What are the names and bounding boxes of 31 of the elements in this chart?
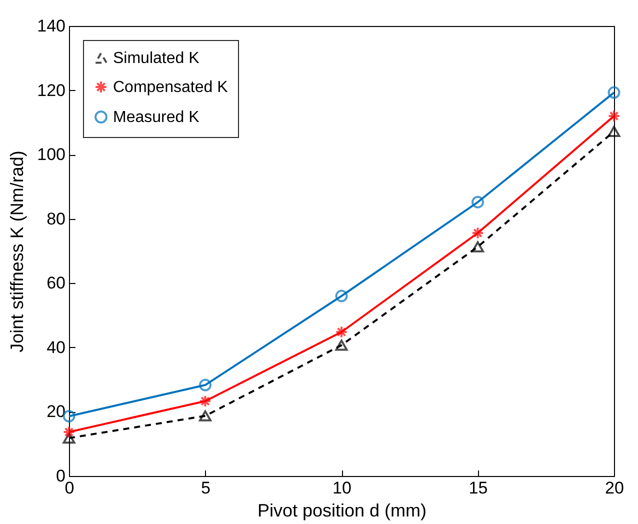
x-tick-label: 20 [605,478,624,498]
legend-label: Measured K [113,109,200,126]
y-tick-label: 80 [46,209,66,228]
y-tick-label: 40 [46,338,66,357]
point [472,226,484,240]
point [335,290,348,302]
point [608,86,620,99]
point [199,394,212,408]
legend-label: Compensated K [113,79,228,96]
point [199,378,212,392]
y-tick-label: 60 [46,274,66,293]
y-tick-label: 0 [56,466,66,486]
point [62,432,76,444]
x-axis-title: Pivot position d (mm) [257,500,427,520]
point [199,410,212,422]
x-tick-label: 10 [332,478,352,498]
point [472,241,484,252]
y-tick-label: 20 [46,402,66,422]
x-tick-label: 5 [201,478,210,498]
point [335,326,348,338]
legend-label: Simulated K [113,50,200,67]
point [472,196,484,208]
point [62,426,76,438]
y-tick-label: 140 [37,16,66,36]
y-tick-label: 100 [37,145,66,164]
point [335,340,348,351]
y-tick-label: 120 [37,80,66,100]
y-axis-title: Joint stiffness K (Nm/rad) [7,150,28,352]
point [608,110,620,122]
point [608,126,620,137]
x-tick-label: 15 [468,478,488,498]
